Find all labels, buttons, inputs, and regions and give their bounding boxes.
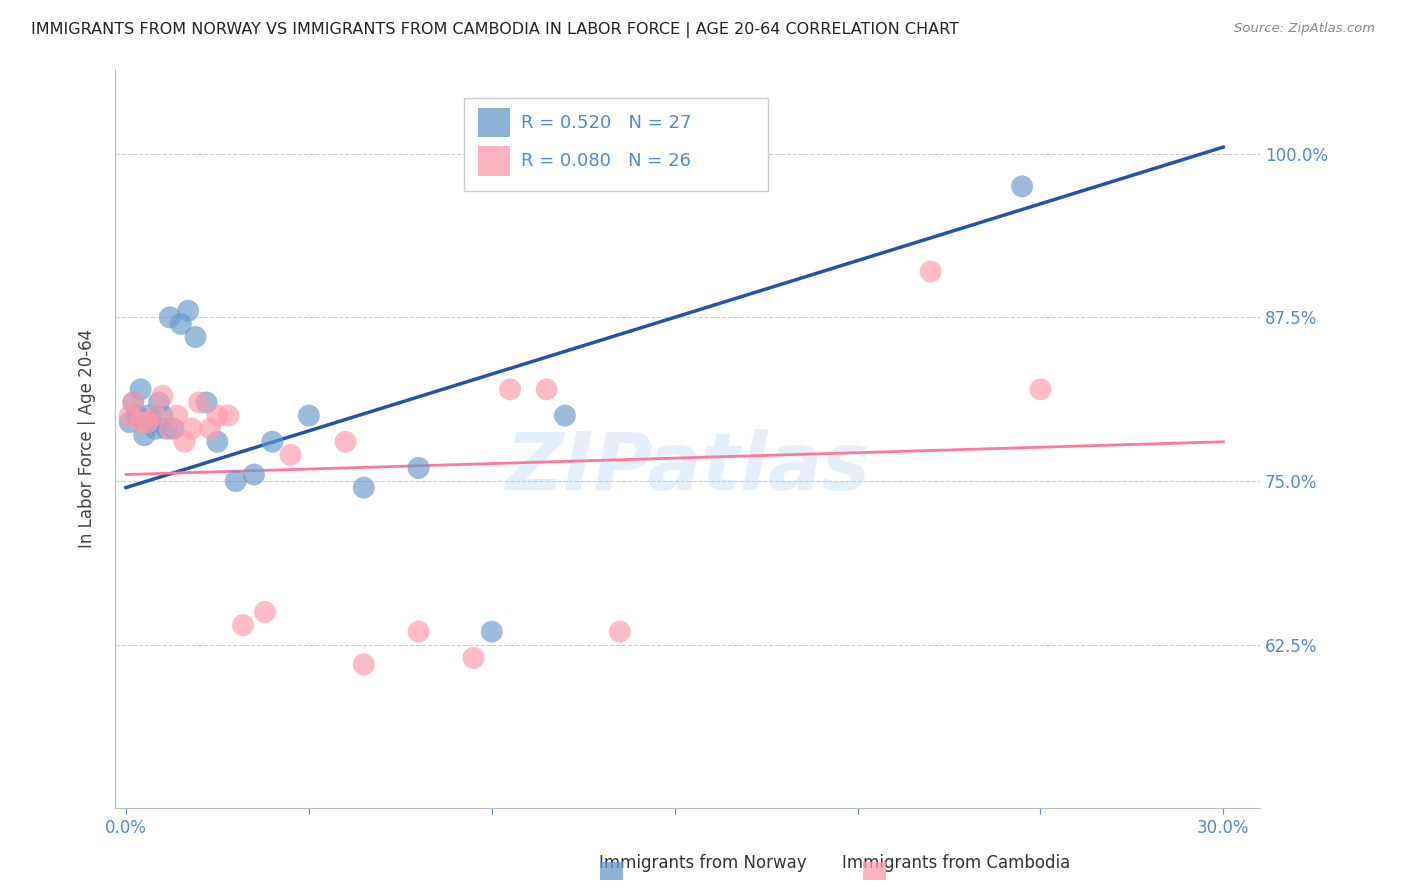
Point	[217, 409, 239, 423]
Point	[232, 618, 254, 632]
Text: Immigrants from Cambodia: Immigrants from Cambodia	[842, 855, 1070, 872]
Point	[136, 409, 159, 423]
Text: ZIPatlas: ZIPatlas	[505, 429, 870, 507]
Text: IMMIGRANTS FROM NORWAY VS IMMIGRANTS FROM CAMBODIA IN LABOR FORCE | AGE 20-64 CO: IMMIGRANTS FROM NORWAY VS IMMIGRANTS FRO…	[31, 22, 959, 38]
Point	[188, 395, 211, 409]
Bar	[478, 146, 510, 176]
Text: R = 0.520   N = 27: R = 0.520 N = 27	[522, 113, 692, 131]
Point	[195, 395, 218, 409]
Point	[298, 409, 321, 423]
Point	[152, 389, 174, 403]
Point	[554, 409, 576, 423]
FancyBboxPatch shape	[464, 98, 768, 191]
Point	[159, 310, 181, 325]
Point	[609, 624, 631, 639]
Point	[118, 409, 141, 423]
Text: Source: ZipAtlas.com: Source: ZipAtlas.com	[1234, 22, 1375, 36]
Point	[134, 428, 156, 442]
Point	[408, 461, 430, 475]
Point	[1029, 383, 1052, 397]
Point	[207, 409, 229, 423]
Point	[155, 422, 177, 436]
Point	[136, 415, 159, 429]
Point	[1011, 179, 1033, 194]
Point	[463, 650, 485, 665]
Point	[166, 409, 188, 423]
Point	[481, 624, 503, 639]
Point	[920, 264, 942, 278]
Y-axis label: In Labor Force | Age 20-64: In Labor Force | Age 20-64	[79, 329, 96, 548]
Point	[122, 395, 145, 409]
Point	[262, 434, 284, 449]
Bar	[478, 108, 510, 137]
Point	[122, 395, 145, 409]
Point	[335, 434, 357, 449]
Point	[141, 415, 163, 429]
Point	[408, 624, 430, 639]
Point	[125, 409, 148, 423]
Point	[253, 605, 276, 619]
Point	[143, 409, 166, 423]
Point	[280, 448, 302, 462]
Text: R = 0.080   N = 26: R = 0.080 N = 26	[522, 152, 692, 170]
Point	[118, 415, 141, 429]
Point	[152, 409, 174, 423]
Point	[173, 434, 195, 449]
Point	[207, 434, 229, 449]
Point	[243, 467, 266, 482]
Point	[180, 422, 202, 436]
Point	[177, 303, 200, 318]
Point	[129, 383, 152, 397]
Point	[148, 395, 170, 409]
Point	[499, 383, 522, 397]
Point	[353, 481, 375, 495]
Text: Immigrants from Norway: Immigrants from Norway	[599, 855, 807, 872]
Point	[225, 474, 247, 488]
Point	[129, 415, 152, 429]
Point	[184, 330, 207, 344]
Point	[159, 422, 181, 436]
Point	[143, 422, 166, 436]
Point	[536, 383, 558, 397]
Point	[198, 422, 221, 436]
Point	[353, 657, 375, 672]
Point	[162, 422, 184, 436]
Point	[170, 317, 193, 331]
